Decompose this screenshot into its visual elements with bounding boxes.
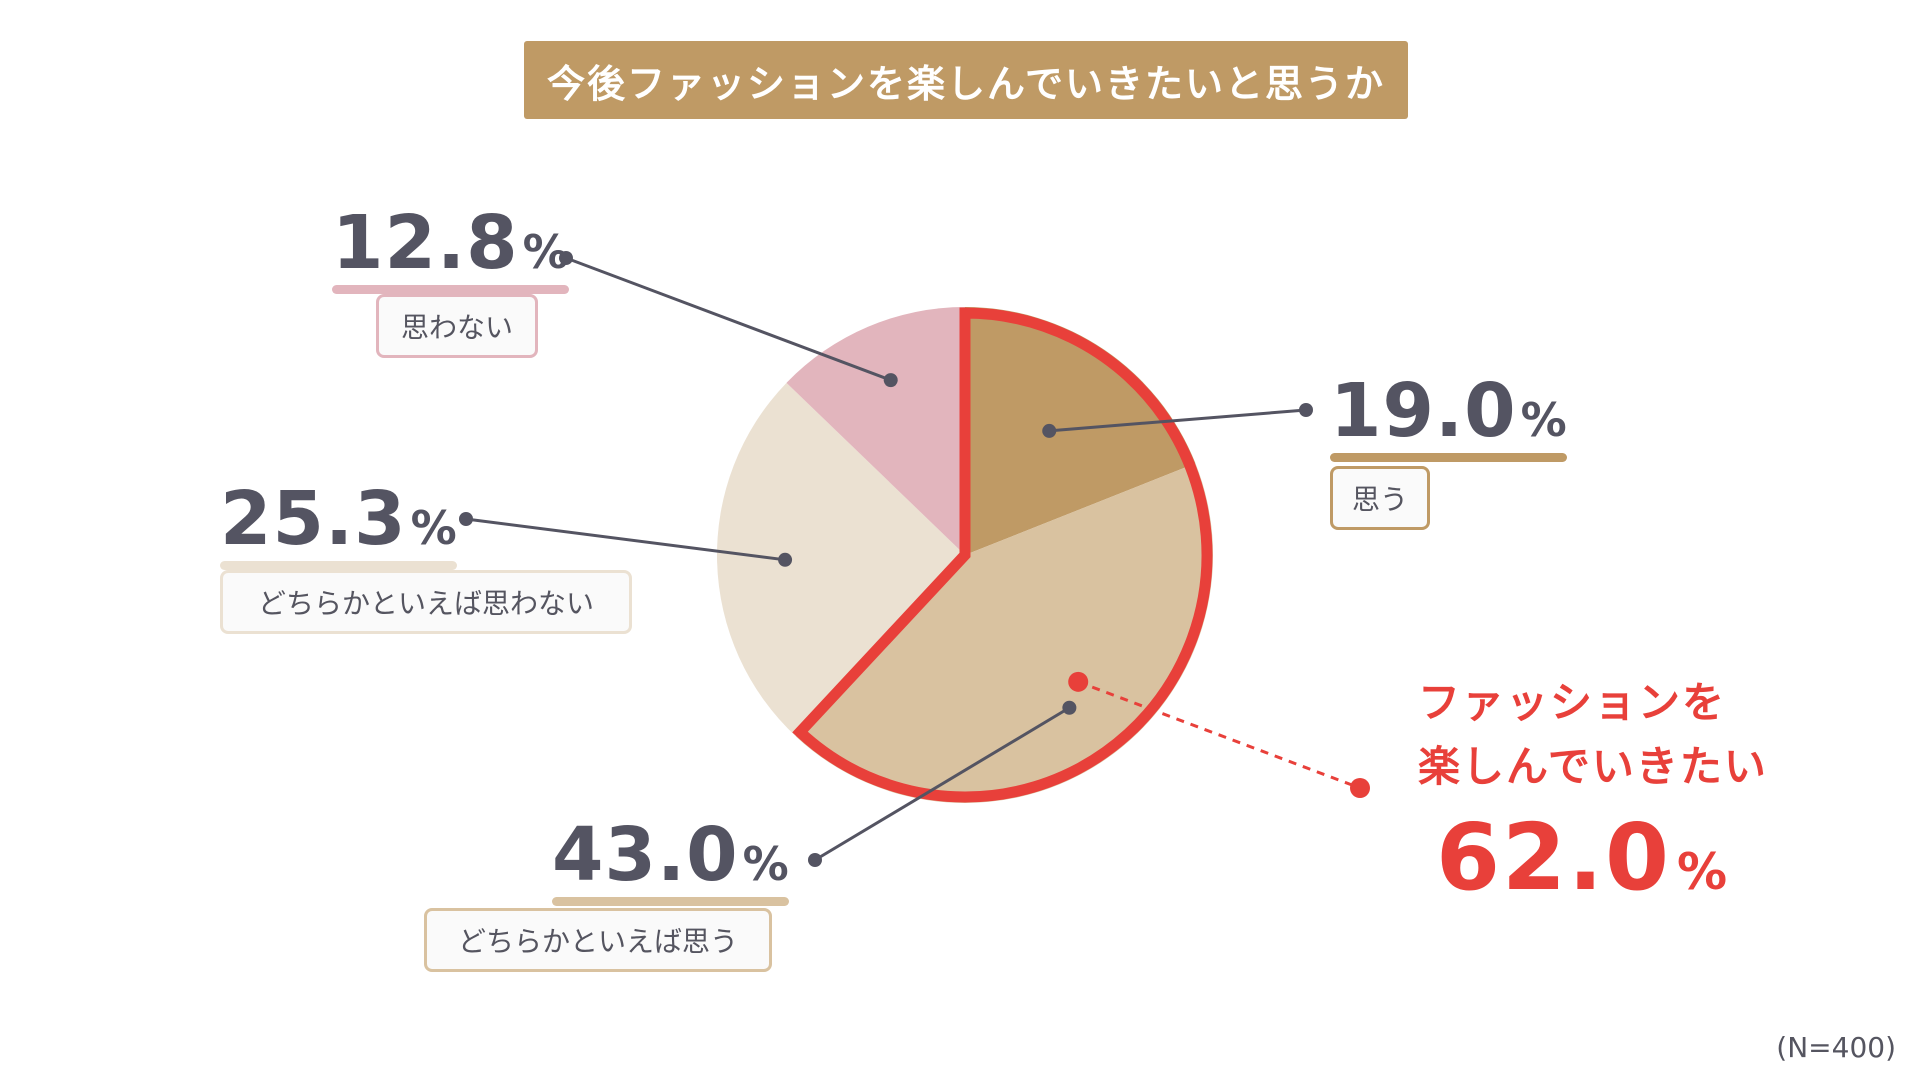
slice-label-agree: 思う (1330, 466, 1430, 530)
slice-label-somewhat-agree: どちらかといえば思う (424, 908, 772, 972)
value-underline (552, 897, 789, 906)
slice-value-somewhat-disagree: 25.3 % (220, 476, 457, 570)
pie-slice-somewhat-disagree (716, 382, 965, 737)
percent-sign: % (410, 501, 457, 555)
value-underline (332, 285, 569, 294)
leader-somewhat-disagree-dot-inner (778, 552, 793, 567)
leader-somewhat-agree-dot-inner (1062, 700, 1077, 715)
slice-label-agree-text: 思う (1351, 483, 1408, 516)
leader-agree-dot-outer (1299, 403, 1313, 417)
percent-sign: % (742, 837, 789, 891)
leader-somewhat-agree-dot-outer (808, 853, 822, 867)
slice-value-somewhat-agree: 43.0 % (552, 812, 789, 906)
leader-somewhat-disagree-dot-outer (459, 512, 473, 526)
highlight-leader-dot-outer (1350, 778, 1370, 798)
pie-slice-somewhat-agree (795, 463, 1214, 804)
leader-disagree-line (565, 256, 892, 382)
slice-label-somewhat-agree-text: どちらかといえば思う (457, 925, 738, 958)
leader-agree-dot-inner (1042, 423, 1057, 438)
highlight-leader-dot-inner (1068, 671, 1089, 692)
percent-sign: % (1520, 393, 1567, 447)
slice-label-somewhat-disagree: どちらかといえば思わない (220, 570, 632, 634)
slice-value-disagree: 12.8 % (332, 200, 569, 294)
highlight-value: 62.0 % (1436, 812, 1768, 904)
highlight-line1: ファッションを (1418, 678, 1727, 727)
slice-label-somewhat-disagree-text: どちらかといえば思わない (257, 587, 594, 620)
leader-somewhat-disagree-line (465, 517, 786, 562)
leader-agree-line (1049, 408, 1307, 433)
chart-title: 今後ファッションを楽しんでいきたいと思うか (546, 61, 1386, 106)
title-banner: 今後ファッションを楽しんでいきたいと思うか (524, 41, 1408, 119)
slice-label-disagree: 思わない (376, 294, 538, 358)
value-underline (1330, 453, 1567, 462)
pie-slice-agree (965, 307, 1196, 555)
percent-sign: % (1677, 843, 1728, 901)
highlight-value-number: 62.0 (1436, 804, 1671, 911)
leader-disagree-dot-inner (883, 373, 898, 388)
pie-slice-disagree (786, 307, 965, 555)
slice-value-agree: 19.0 % (1330, 368, 1567, 462)
value-underline (220, 561, 457, 570)
slice-value-somewhat-disagree-number: 25.3 (220, 476, 407, 562)
slice-label-disagree-text: 思わない (400, 311, 513, 344)
highlight-leader-line (1077, 680, 1361, 790)
leader-somewhat-agree-line (814, 706, 1071, 862)
sample-size-note: (N=400) (1776, 1031, 1896, 1064)
highlight-line2: 楽しんでいきたい (1418, 742, 1768, 791)
leader-disagree-dot-outer (559, 251, 573, 265)
slice-value-agree-number: 19.0 (1330, 368, 1517, 454)
slice-value-disagree-number: 12.8 (332, 200, 519, 286)
slice-value-somewhat-agree-number: 43.0 (552, 812, 739, 898)
percent-sign: % (522, 225, 569, 279)
highlight-callout: ファッションを 楽しんでいきたい 62.0 % (1418, 682, 1768, 904)
